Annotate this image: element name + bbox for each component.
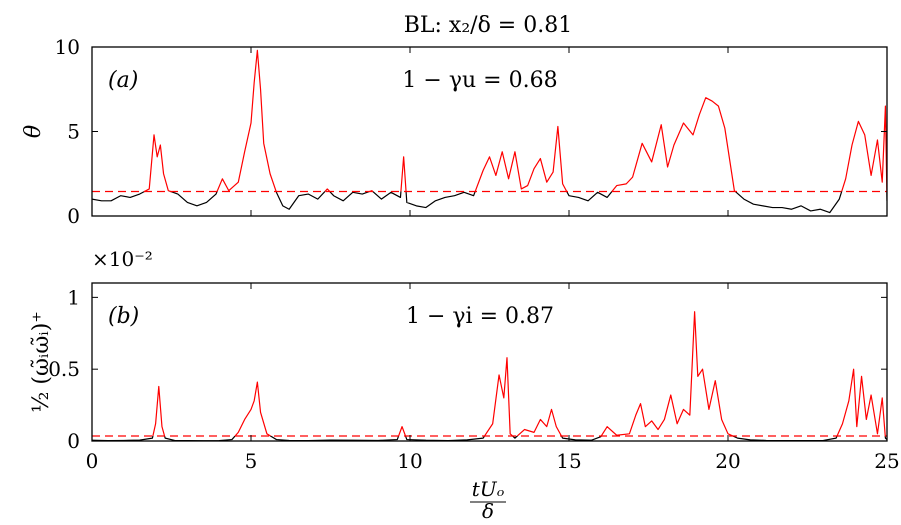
x-tick-label: 5: [245, 449, 258, 473]
panel-b-signal-above-threshold: [152, 311, 886, 436]
figure-title: BL: x₂/δ = 0.81: [404, 13, 572, 38]
panel-a-y-ticks: 0 5 10: [55, 35, 887, 228]
panel-a-x-ticks: [91, 47, 888, 216]
panel-a-signal-below-threshold: [92, 191, 887, 214]
panel-b-x-ticks: 0 5 10 15 20 25: [86, 283, 900, 473]
panel-a-y-tick-label: 10: [55, 35, 80, 59]
panel-b-label: (b): [108, 304, 139, 329]
panel-b-y-ticks: 00.51: [48, 285, 887, 453]
x-tick-label: 20: [715, 449, 740, 473]
panel-b-signal-below-threshold: [92, 435, 887, 441]
panel-a-label: (a): [108, 68, 138, 93]
x-axis-label-numerator: tUₒ: [472, 477, 505, 501]
panel-b-frame: [91, 282, 888, 442]
panel-b-y-tick-label: 1: [67, 285, 80, 309]
x-tick-label: 15: [556, 449, 581, 473]
panel-b-annotation: 1 − γi = 0.87: [406, 304, 554, 329]
x-tick-label: 0: [86, 449, 99, 473]
x-axis-label: tUₒ δ: [470, 477, 506, 523]
panel-b: 0 5 10 15 20 25 00.51 (b) 1 − γi = 0.87 ½ (ω̃…: [29, 247, 900, 473]
panel-a-annotation: 1 − γu = 0.68: [402, 68, 557, 93]
panel-a-signal-above-threshold: [143, 49, 887, 192]
panel-a-plot-area: [92, 49, 887, 214]
x-tick-label: 10: [397, 449, 422, 473]
panel-b-plot-area: [92, 311, 887, 441]
panel-b-y-axis-label: ½ (ω̃ᵢω̃ᵢ)⁺: [29, 311, 54, 413]
x-axis-label-denominator: δ: [482, 499, 494, 523]
panel-a: 0 5 10 (a) 1 − γu = 0.68 θ: [21, 35, 888, 228]
panel-b-y-tick-label: 0: [67, 429, 80, 453]
panel-b-y-tick-label: 0.5: [48, 357, 80, 381]
x-tick-label: 25: [874, 449, 899, 473]
panel-b-y-multiplier: ×10⁻²: [92, 247, 153, 271]
panel-a-y-tick-label: 5: [67, 120, 80, 144]
panel-a-y-axis-label: θ: [21, 125, 46, 138]
panel-a-y-tick-label: 0: [67, 204, 80, 228]
